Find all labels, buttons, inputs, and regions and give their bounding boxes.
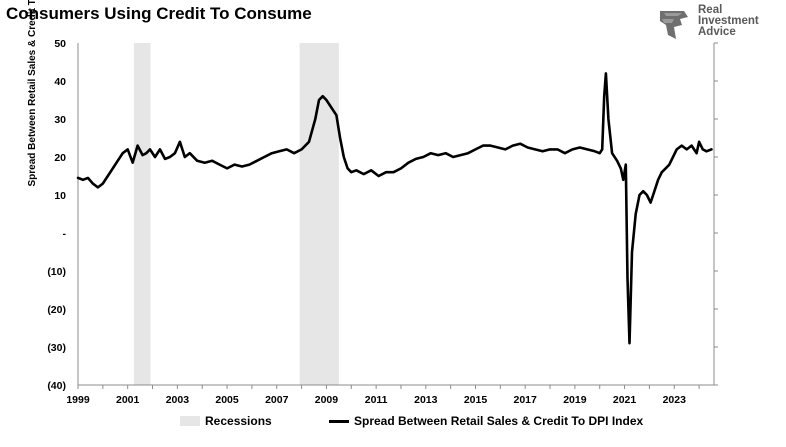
axes (77, 42, 718, 389)
y-tick-label: 40 (54, 76, 66, 88)
x-tick-label: 2013 (414, 394, 438, 406)
legend-label-recessions: Recessions (205, 414, 272, 428)
x-tick-label: 2019 (563, 394, 587, 406)
x-tick-label: 2001 (116, 394, 140, 406)
recession-swatch (180, 416, 200, 426)
recession-band-2 (299, 43, 339, 385)
x-tick-label: 2017 (514, 394, 538, 406)
y-tick-label: (30) (47, 342, 66, 354)
y-tick-label: 20 (54, 152, 66, 164)
y-tick-label: (40) (47, 380, 66, 392)
y-tick-label: 30 (54, 114, 66, 126)
y-tick-label: - (63, 228, 67, 240)
chart-title: Consumers Using Credit To Consume (6, 4, 312, 23)
x-tick-labels: 1999 2001 2003 2005 2007 2009 2011 2013 2015 2017… (66, 394, 686, 406)
y-tick-label: (10) (47, 266, 66, 278)
y-tick-labels: 50 40 30 20 10 - (10) (20) (30) (40) (47, 38, 66, 392)
logo-wordmark: Real Investment Advice (698, 4, 759, 38)
legend-item-spread: Spread Between Retail Sales & Credit To … (329, 414, 643, 428)
x-tick-label: 2007 (265, 394, 289, 406)
x-tick-label: 2021 (613, 394, 637, 406)
series-swatch (329, 419, 349, 423)
x-tick-label: 2009 (315, 394, 339, 406)
recession-bands (133, 43, 339, 385)
series-line-1 (76, 72, 713, 345)
recession-band-1 (133, 43, 151, 385)
x-tick-label: 2005 (215, 394, 239, 406)
y-tick-label: 50 (54, 38, 66, 50)
x-tick-label: 2015 (464, 394, 488, 406)
y-tick-label: 10 (54, 190, 66, 202)
brand-logo: Real Investment Advice (654, 4, 774, 45)
x-tick-label: 1999 (66, 394, 90, 406)
logo-line-1: Real (698, 4, 723, 16)
x-tick-label: 2003 (166, 394, 190, 406)
logo-line-3: Advice (698, 26, 736, 38)
y-tick-label: (20) (47, 304, 66, 316)
eagle-logo-icon (660, 11, 688, 39)
x-tick-label: 2023 (663, 394, 687, 406)
legend-item-recessions: Recessions (180, 414, 272, 428)
legend-label-spread: Spread Between Retail Sales & Credit To … (354, 414, 644, 428)
series-lines (76, 72, 713, 345)
x-tick-label: 2011 (365, 394, 388, 406)
logo-line-2: Investment (698, 15, 759, 27)
